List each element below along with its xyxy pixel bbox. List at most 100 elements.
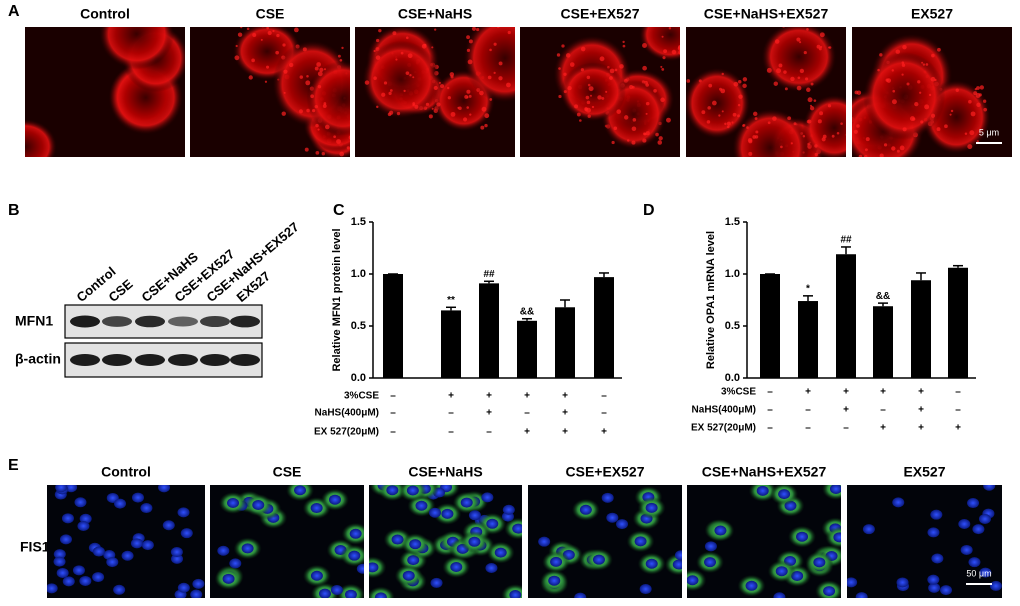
speck	[774, 39, 780, 44]
speck	[738, 94, 743, 99]
speck	[901, 73, 904, 76]
speck	[753, 111, 758, 117]
treatment-sign: –	[955, 387, 961, 398]
speck	[978, 93, 982, 97]
treatment-sign: +	[955, 423, 961, 434]
speck	[585, 107, 591, 113]
speck	[752, 135, 757, 139]
cells	[369, 485, 522, 598]
treatment-sign: +	[805, 387, 811, 398]
treatment-sign: –	[805, 405, 811, 416]
speck	[375, 55, 381, 60]
speck	[298, 109, 303, 114]
speck	[772, 116, 777, 121]
treatment-sign: +	[843, 405, 849, 416]
speck	[517, 70, 521, 74]
speck	[586, 75, 591, 80]
nucleus	[158, 485, 171, 493]
speck	[686, 79, 691, 83]
nucleus	[773, 592, 786, 598]
nucleus	[344, 589, 357, 598]
nucleus	[62, 576, 75, 587]
cells	[232, 27, 350, 157]
treatment-sign: +	[562, 427, 568, 438]
speck	[754, 117, 758, 120]
speck	[809, 106, 815, 111]
speck	[645, 101, 650, 106]
panel-label: A	[8, 3, 20, 20]
speck	[982, 99, 987, 103]
nucleus	[131, 492, 144, 503]
speck	[914, 102, 919, 107]
image-title: Control	[101, 464, 151, 480]
speck	[267, 30, 272, 36]
speck	[973, 91, 978, 96]
speck	[317, 71, 323, 77]
nucleus	[745, 580, 758, 591]
speck	[567, 85, 572, 91]
speck	[498, 76, 503, 81]
speck	[466, 48, 471, 52]
nucleus	[310, 503, 323, 514]
speck	[591, 105, 595, 109]
speck	[901, 63, 906, 67]
nucleus	[140, 503, 153, 514]
speck	[631, 140, 636, 145]
cell	[362, 40, 440, 119]
speck	[569, 62, 575, 67]
speck	[920, 120, 924, 124]
band	[230, 315, 260, 328]
nucleus	[968, 557, 981, 568]
speck	[469, 113, 472, 116]
speck	[304, 147, 309, 152]
speck	[653, 88, 657, 93]
speck	[797, 76, 801, 80]
image-title: CSE+NaHS+EX527	[704, 6, 829, 22]
speck	[708, 83, 713, 88]
nucleus	[77, 520, 90, 531]
speck	[288, 62, 294, 68]
nucleus	[65, 485, 78, 493]
nucleus	[222, 573, 235, 584]
nucleus	[391, 534, 404, 545]
treatment-sign: –	[767, 423, 773, 434]
speck	[319, 67, 324, 72]
nucleus	[402, 570, 415, 581]
nucleus	[217, 545, 230, 556]
speck	[457, 106, 460, 109]
nucleus	[606, 512, 619, 523]
image-title: CSE	[256, 6, 285, 22]
speck	[339, 151, 345, 157]
significance: ##	[483, 269, 495, 280]
speck	[645, 83, 649, 87]
speck	[678, 50, 680, 55]
speck	[580, 68, 584, 72]
speck	[632, 118, 637, 122]
speck	[378, 28, 382, 33]
speck	[314, 66, 319, 71]
nucleus	[494, 547, 507, 558]
speck	[409, 74, 412, 77]
speck	[476, 27, 480, 32]
speck	[588, 86, 594, 92]
y-tick-label: 0.5	[725, 320, 740, 332]
speck	[771, 158, 775, 162]
speck	[642, 43, 647, 48]
bar	[760, 274, 780, 378]
speck	[405, 36, 409, 40]
speck	[718, 114, 721, 117]
image-title: EX527	[903, 464, 945, 480]
speck	[672, 5, 676, 9]
speck	[376, 105, 379, 109]
speck	[276, 33, 280, 38]
nucleus	[409, 539, 422, 550]
speck	[892, 89, 896, 93]
nucleus	[460, 497, 473, 508]
micrograph	[190, 27, 350, 157]
nucleus	[672, 559, 682, 570]
significance: &&	[876, 291, 890, 302]
speck	[732, 112, 737, 117]
speck	[314, 104, 318, 109]
speck	[407, 53, 413, 59]
nucleus	[92, 572, 105, 583]
